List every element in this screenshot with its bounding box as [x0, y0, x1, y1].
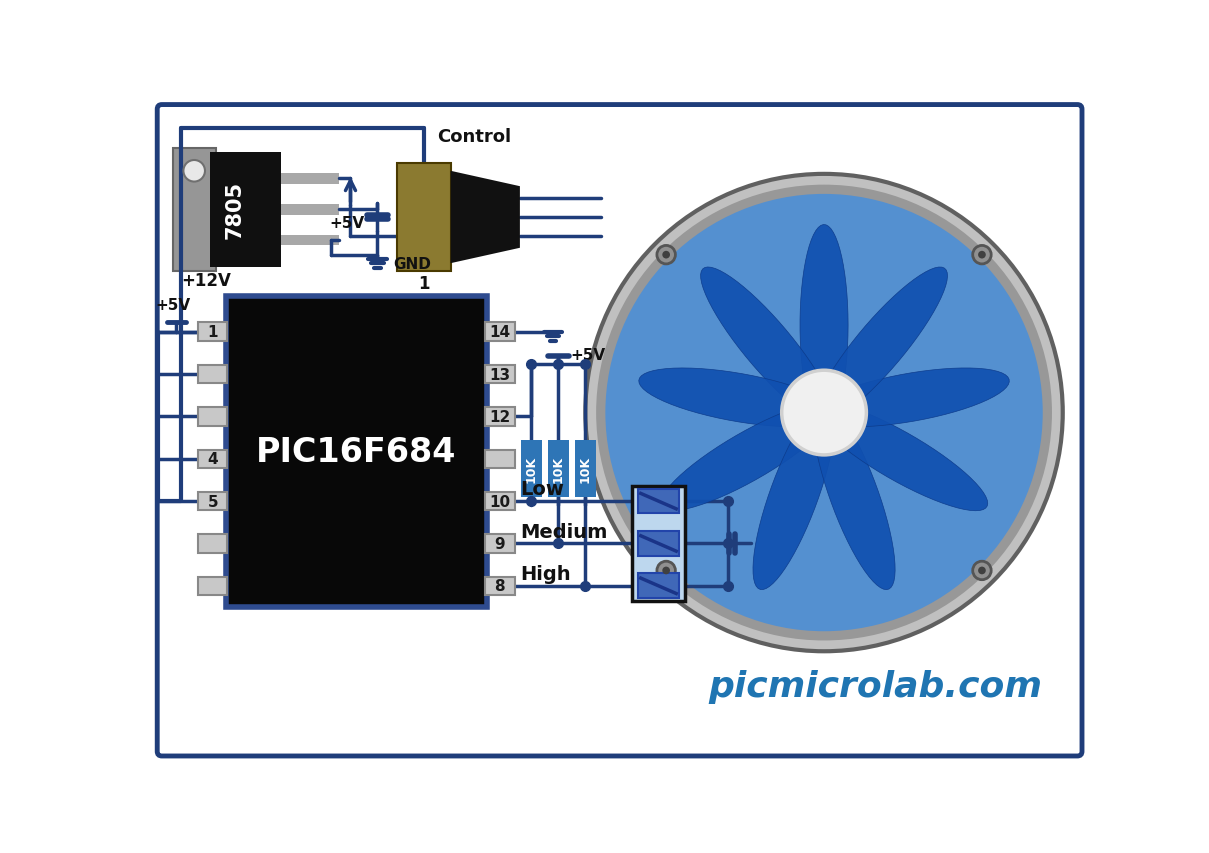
Text: 10K: 10K: [579, 456, 592, 483]
Bar: [198, 408, 227, 426]
Text: 1: 1: [208, 325, 218, 339]
Bar: [485, 450, 515, 468]
Circle shape: [973, 247, 991, 264]
Text: High: High: [521, 565, 572, 583]
Bar: [485, 408, 515, 426]
Bar: [198, 365, 227, 384]
Bar: [173, 148, 215, 271]
Polygon shape: [800, 225, 848, 426]
Circle shape: [978, 567, 985, 575]
FancyBboxPatch shape: [226, 296, 487, 606]
Text: 4: 4: [208, 452, 218, 467]
Polygon shape: [753, 400, 835, 589]
Bar: [282, 235, 339, 247]
Text: Control: Control: [438, 128, 511, 146]
Bar: [574, 440, 596, 497]
Polygon shape: [451, 171, 520, 264]
Circle shape: [596, 185, 1052, 641]
Circle shape: [585, 175, 1063, 652]
Bar: [485, 577, 515, 595]
Polygon shape: [811, 368, 1010, 427]
Text: picmicrolab.com: picmicrolab.com: [708, 669, 1042, 703]
Text: 5: 5: [208, 494, 218, 509]
Polygon shape: [701, 268, 835, 425]
Bar: [521, 440, 542, 497]
Bar: [637, 490, 679, 514]
Bar: [198, 535, 227, 553]
Bar: [631, 486, 686, 601]
Bar: [198, 450, 227, 468]
Circle shape: [978, 252, 985, 259]
Text: 7805: 7805: [225, 181, 245, 239]
Text: 13: 13: [490, 367, 510, 382]
Text: 9: 9: [494, 537, 505, 551]
Polygon shape: [814, 268, 948, 425]
Text: 1: 1: [418, 275, 429, 293]
Bar: [282, 205, 339, 216]
Circle shape: [656, 247, 676, 264]
Bar: [637, 574, 679, 599]
Bar: [210, 153, 282, 268]
Circle shape: [973, 561, 991, 580]
Text: Medium: Medium: [521, 522, 608, 541]
Text: +5V: +5V: [155, 298, 190, 312]
Circle shape: [782, 371, 867, 456]
Circle shape: [663, 567, 670, 575]
Text: +12V: +12V: [181, 271, 231, 289]
Bar: [637, 531, 679, 556]
Text: 10K: 10K: [551, 456, 565, 483]
Circle shape: [606, 194, 1042, 631]
Text: 10K: 10K: [525, 456, 538, 483]
Text: 12: 12: [490, 409, 510, 425]
Bar: [485, 492, 515, 511]
Polygon shape: [812, 401, 895, 590]
Bar: [485, 365, 515, 384]
Text: Low: Low: [521, 479, 565, 499]
Text: +5V: +5V: [571, 348, 606, 363]
Bar: [548, 440, 569, 497]
Polygon shape: [812, 403, 988, 511]
Bar: [485, 323, 515, 341]
Text: GND: GND: [393, 257, 430, 271]
Text: PIC16F684: PIC16F684: [255, 435, 456, 468]
Circle shape: [656, 561, 676, 580]
Bar: [397, 164, 451, 271]
Polygon shape: [660, 403, 837, 511]
Bar: [198, 577, 227, 595]
Bar: [198, 323, 227, 341]
Text: 8: 8: [494, 578, 505, 594]
Text: 10: 10: [490, 494, 510, 509]
Text: 14: 14: [490, 325, 510, 339]
Bar: [485, 535, 515, 553]
Bar: [198, 492, 227, 511]
Circle shape: [184, 161, 206, 183]
Polygon shape: [638, 368, 837, 427]
Text: +5V: +5V: [329, 216, 364, 231]
Bar: [282, 174, 339, 184]
Circle shape: [663, 252, 670, 259]
